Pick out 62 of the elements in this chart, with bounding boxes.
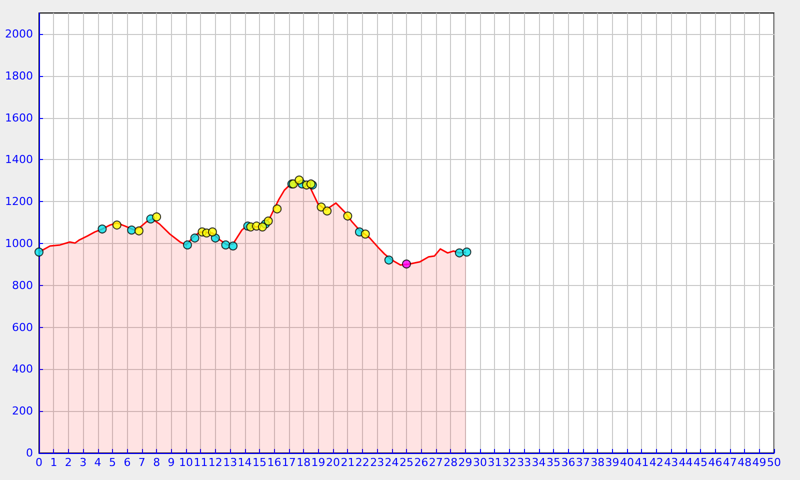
x-tick-label: 37 <box>576 456 590 469</box>
x-tick-label: 1 <box>50 456 58 469</box>
x-tick-label: 34 <box>532 456 546 469</box>
x-tick-label: 47 <box>722 456 737 469</box>
x-tick-label: 13 <box>223 456 238 469</box>
x-tick-label: 12 <box>208 456 222 469</box>
x-tick-label: 46 <box>708 456 722 469</box>
x-tick-label: 0 <box>36 456 42 469</box>
y-tick-label: 1400 <box>5 153 33 166</box>
x-tick-label: 31 <box>488 456 502 469</box>
y-tick-label: 1200 <box>5 195 33 208</box>
x-tick-label: 20 <box>326 456 340 469</box>
x-tick-label: 38 <box>590 456 605 469</box>
x-tick-label: 18 <box>296 456 311 469</box>
y-tick-label: 400 <box>12 362 33 376</box>
x-tick-label: 7 <box>138 456 146 469</box>
y-tick-label: 200 <box>12 404 33 418</box>
x-tick-label: 6 <box>124 456 131 469</box>
x-tick-label: 5 <box>109 456 116 469</box>
x-tick-label: 4 <box>94 456 102 469</box>
y-tick-label: 0 <box>26 446 33 460</box>
y-tick-label: 800 <box>12 278 33 292</box>
y-tick-label: 600 <box>12 320 33 334</box>
x-tick-label: 26 <box>414 456 428 469</box>
x-tick-label: 24 <box>384 456 399 469</box>
x-tick-label: 41 <box>634 456 649 469</box>
x-tick-label: 29 <box>458 456 472 469</box>
x-tick-label: 9 <box>168 456 175 469</box>
x-tick-label: 2 <box>64 456 72 469</box>
x-tick-label: 22 <box>355 456 370 469</box>
x-tick-label: 23 <box>370 456 384 469</box>
x-tick-label: 11 <box>194 456 208 469</box>
x-tick-label: 19 <box>311 456 326 469</box>
x-tick-label: 27 <box>428 456 443 469</box>
x-tick-label: 50 <box>767 456 781 469</box>
x-tick-label: 39 <box>605 456 620 469</box>
x-tick-label: 17 <box>282 456 296 469</box>
x-tick-label: 42 <box>649 456 664 469</box>
x-tick-label: 10 <box>179 456 193 469</box>
x-tick-label: 25 <box>400 456 414 469</box>
x-tick-label: 36 <box>561 456 576 469</box>
x-tick-label: 16 <box>267 456 282 469</box>
x-tick-label: 48 <box>738 456 752 469</box>
y-tick-label: 2000 <box>5 27 33 40</box>
y-tick-label: 1000 <box>5 236 33 250</box>
x-tick-label: 3 <box>80 456 87 469</box>
x-tick-label: 28 <box>444 456 458 469</box>
x-tick-label: 44 <box>678 456 693 469</box>
x-tick-label: 43 <box>664 456 678 469</box>
x-tick-label: 32 <box>502 456 516 469</box>
x-tick-label: 49 <box>752 456 766 469</box>
x-tick-label: 14 <box>238 456 252 469</box>
y-tick-label: 1800 <box>5 69 33 82</box>
x-tick-label: 8 <box>153 456 160 469</box>
y-tick-label: 1600 <box>5 111 33 124</box>
x-tick-label: 21 <box>340 456 355 469</box>
x-tick-label: 33 <box>517 456 532 469</box>
x-tick-label: 30 <box>473 456 487 469</box>
x-tick-label: 45 <box>694 456 708 469</box>
x-tick-label: 15 <box>252 456 266 469</box>
x-tick-label: 35 <box>546 456 560 469</box>
x-tick-label: 40 <box>620 456 634 469</box>
